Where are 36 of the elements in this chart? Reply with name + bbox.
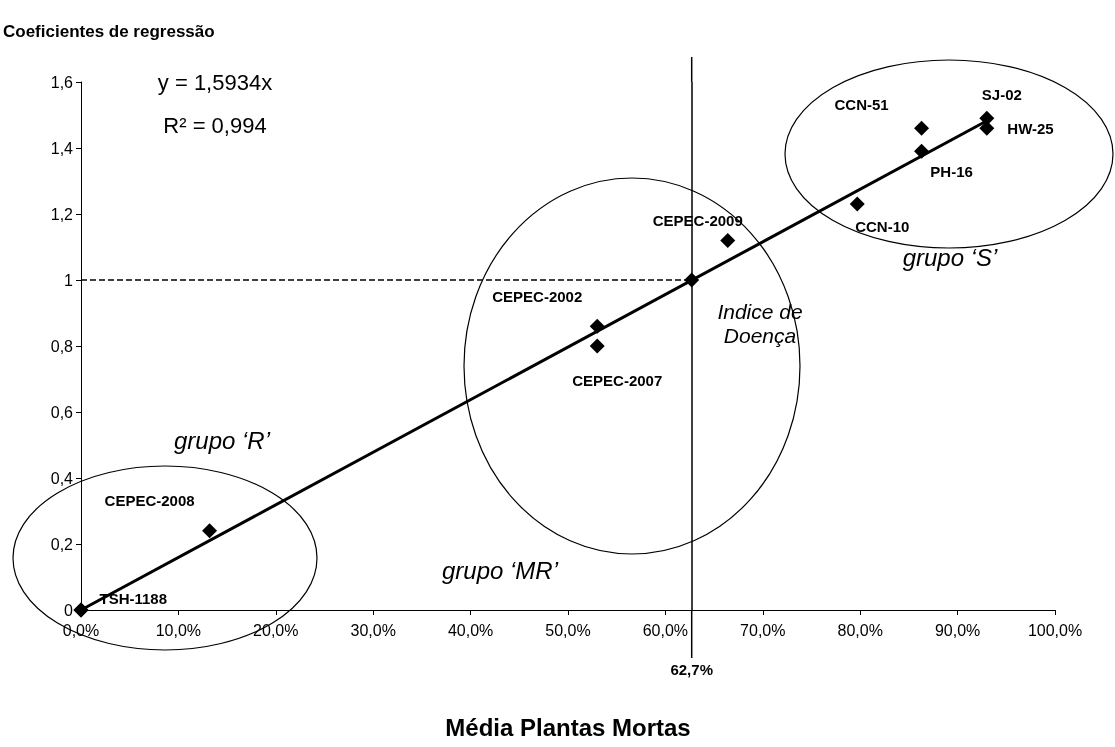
y-tick-label: 1,6 <box>50 73 74 91</box>
x-tick-label: 40,0% <box>447 621 494 639</box>
ref-line-label: 62,7% <box>670 661 713 678</box>
x-tick-label: 60,0% <box>642 621 689 639</box>
series-label: CEPEC-2008 <box>104 492 195 510</box>
text: CEPEC-2007 <box>572 371 663 389</box>
x-tick-label: 10,0% <box>155 621 202 639</box>
series-label: PH-16 <box>930 162 973 180</box>
y-tick-label: 1,4 <box>50 139 74 157</box>
series-label: CCN-51 <box>834 95 889 113</box>
y-tick-label: 0,6 <box>50 403 74 421</box>
x-tick-label: 100,0% <box>1027 621 1083 639</box>
annotation: grupo ‘S’ <box>902 243 999 271</box>
series-label: CEPEC-2002 <box>492 287 583 305</box>
x-tick-label: 70,0% <box>740 621 786 639</box>
annotation: y = 1,5934x <box>157 69 273 95</box>
x-tick-label: 90,0% <box>934 621 981 639</box>
x-tick-label: 20,0% <box>253 621 299 639</box>
y-axis-title: Coeficientes de regressão <box>3 22 215 41</box>
y-tick-label: 0,2 <box>50 535 74 553</box>
x-tick-label: 50,0% <box>545 621 591 639</box>
x-tick-label: 30,0% <box>350 621 396 639</box>
annotation: grupo ‘R’ <box>173 426 271 454</box>
annotation: grupo ‘MR’ <box>441 556 559 584</box>
y-tick-label: 1,2 <box>50 205 74 223</box>
series-label: CCN-10 <box>855 217 910 235</box>
annotation: R² = 0,994 <box>163 112 267 138</box>
series-label: SJ-02 <box>981 85 1022 103</box>
x-axis-title: Média Plantas Mortas <box>445 713 691 741</box>
x-tick-label: 80,0% <box>837 621 883 639</box>
y-tick-label: 0 <box>64 601 74 619</box>
y-tick-label: 1 <box>64 271 74 289</box>
series-label: HW-25 <box>1007 119 1054 137</box>
y-tick-label: 0,8 <box>50 337 74 355</box>
series-label: TSH-1188 <box>99 589 168 607</box>
y-tick-label: 0,4 <box>50 469 74 487</box>
